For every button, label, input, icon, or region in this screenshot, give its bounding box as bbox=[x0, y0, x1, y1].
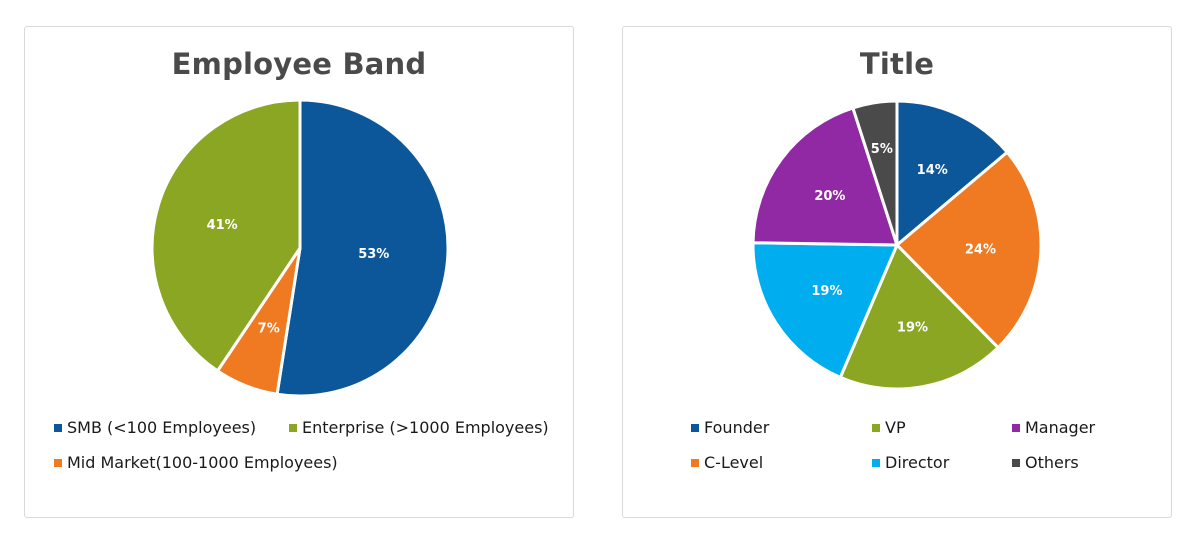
pie-slice-vp bbox=[838, 243, 1000, 391]
slice-label-others: 5% bbox=[871, 142, 893, 157]
pie-slice-founder bbox=[895, 99, 1009, 247]
pie-slice-enterprise-1000-employees bbox=[150, 98, 302, 373]
chart-title: Employee Band bbox=[171, 47, 427, 81]
slice-label-manager: 20% bbox=[814, 189, 845, 204]
employee-band-chart-card: Employee Band 53% 7% 41% SMB (<100 Employe… bbox=[24, 26, 574, 518]
pie-slice-c-level bbox=[895, 150, 1043, 350]
pie-slice-others bbox=[851, 99, 899, 247]
slice-label-vp: 19% bbox=[897, 321, 928, 336]
pie-slice-manager bbox=[751, 106, 899, 247]
slice-label-mid-market-100-1000-employees: 7% bbox=[258, 321, 280, 336]
employee-band-pie: 53% 7% 41% bbox=[150, 98, 450, 398]
slice-label-smb-100-employees: 53% bbox=[358, 247, 389, 262]
pie-slice-director bbox=[751, 241, 899, 379]
title-chart-card: Title 14% 24% 19% 19% 20% 5% Founder VP Manager… bbox=[622, 26, 1172, 518]
slice-label-enterprise-1000-employees: 41% bbox=[207, 218, 238, 233]
slice-label-c-level: 24% bbox=[965, 242, 996, 257]
chart-title: Title bbox=[859, 47, 935, 81]
slice-label-founder: 14% bbox=[917, 163, 948, 178]
title-pie: 14% 24% 19% 19% 20% 5% bbox=[751, 99, 1043, 391]
slice-label-director: 19% bbox=[811, 284, 842, 299]
pie-slice-smb-100-employees bbox=[275, 98, 450, 398]
